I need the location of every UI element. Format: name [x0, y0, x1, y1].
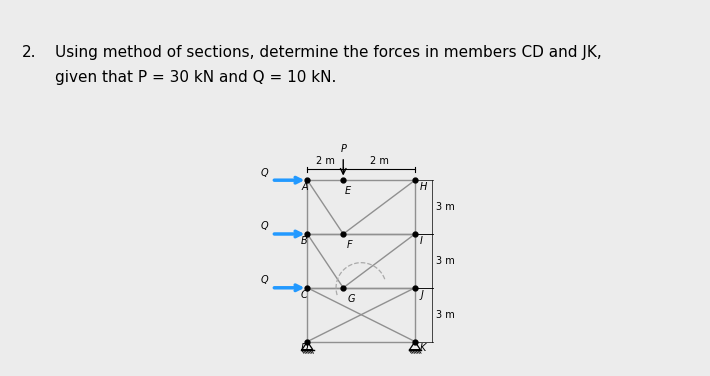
Text: H: H	[420, 182, 427, 192]
Text: F: F	[346, 240, 352, 250]
Text: Q: Q	[261, 275, 268, 285]
Text: K: K	[420, 343, 426, 353]
Text: Q: Q	[261, 167, 268, 177]
Text: 2 m: 2 m	[370, 156, 388, 166]
Text: Using method of sections, determine the forces in members CD and JK,: Using method of sections, determine the …	[55, 45, 602, 60]
Text: I: I	[420, 236, 422, 246]
Text: G: G	[348, 294, 355, 304]
Text: P: P	[340, 144, 346, 154]
Text: A: A	[302, 182, 309, 192]
Text: 3 m: 3 m	[436, 310, 454, 320]
Text: J: J	[420, 290, 423, 300]
Text: D: D	[301, 343, 309, 353]
Text: C: C	[301, 290, 308, 300]
Text: 2.: 2.	[22, 45, 36, 60]
Text: 3 m: 3 m	[436, 202, 454, 212]
Text: Q: Q	[261, 221, 268, 231]
Text: E: E	[345, 186, 351, 197]
Text: 2 m: 2 m	[316, 156, 334, 166]
Text: B: B	[301, 236, 308, 246]
Text: given that P = 30 kN and Q = 10 kN.: given that P = 30 kN and Q = 10 kN.	[55, 70, 337, 85]
Text: 3 m: 3 m	[436, 256, 454, 266]
